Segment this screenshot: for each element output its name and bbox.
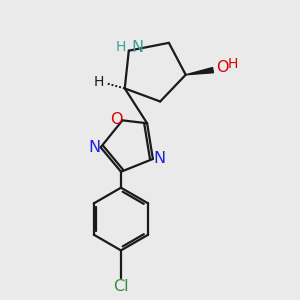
- Text: N: N: [88, 140, 100, 155]
- Text: O: O: [110, 112, 122, 127]
- Text: Cl: Cl: [113, 279, 129, 294]
- Polygon shape: [186, 68, 213, 75]
- Text: H: H: [228, 57, 238, 71]
- Text: H: H: [94, 75, 104, 89]
- Text: N: N: [131, 40, 143, 55]
- Text: H: H: [116, 40, 127, 54]
- Text: O: O: [216, 60, 228, 75]
- Text: N: N: [153, 152, 165, 166]
